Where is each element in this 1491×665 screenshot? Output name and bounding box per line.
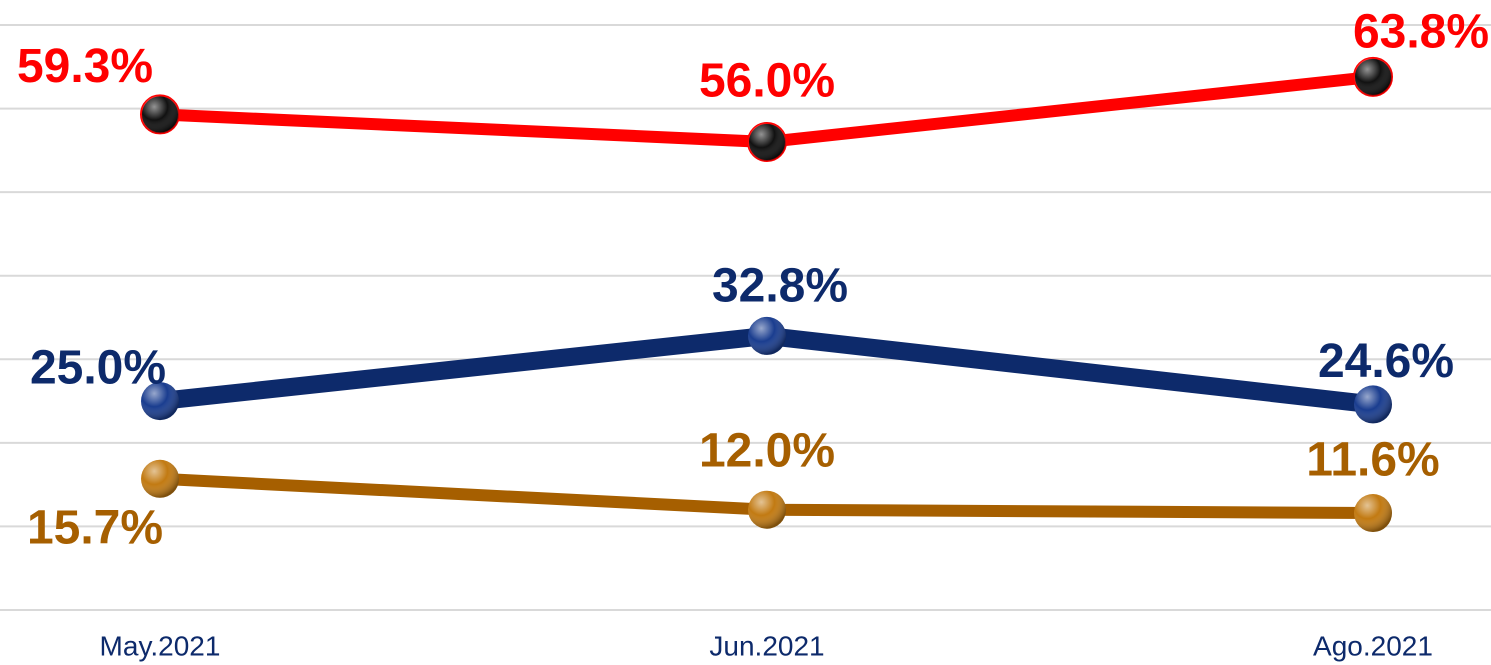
data-label: 11.6% (1306, 434, 1439, 487)
marker-shine (1354, 385, 1392, 424)
data-label: 59.3% (17, 40, 153, 93)
data-label: 12.0% (699, 424, 835, 477)
data-label: 15.7% (27, 501, 163, 554)
data-label: 56.0% (699, 55, 835, 108)
marker-shine (141, 382, 179, 421)
marker-shine (748, 316, 786, 355)
x-tick-label: May.2021 (100, 630, 221, 661)
marker-shine (748, 490, 786, 529)
data-label: 63.8% (1353, 5, 1489, 58)
marker-shine (1354, 494, 1392, 533)
marker-shine (141, 459, 179, 498)
marker-shine (1354, 57, 1392, 96)
x-tick-label: Jun.2021 (709, 630, 824, 661)
data-label: 24.6% (1318, 335, 1454, 388)
marker-shine (748, 123, 786, 161)
data-label: 25.0% (30, 342, 166, 395)
marker-shine (141, 95, 179, 134)
x-tick-label: Ago.2021 (1313, 630, 1433, 661)
data-label: 32.8% (712, 260, 848, 313)
